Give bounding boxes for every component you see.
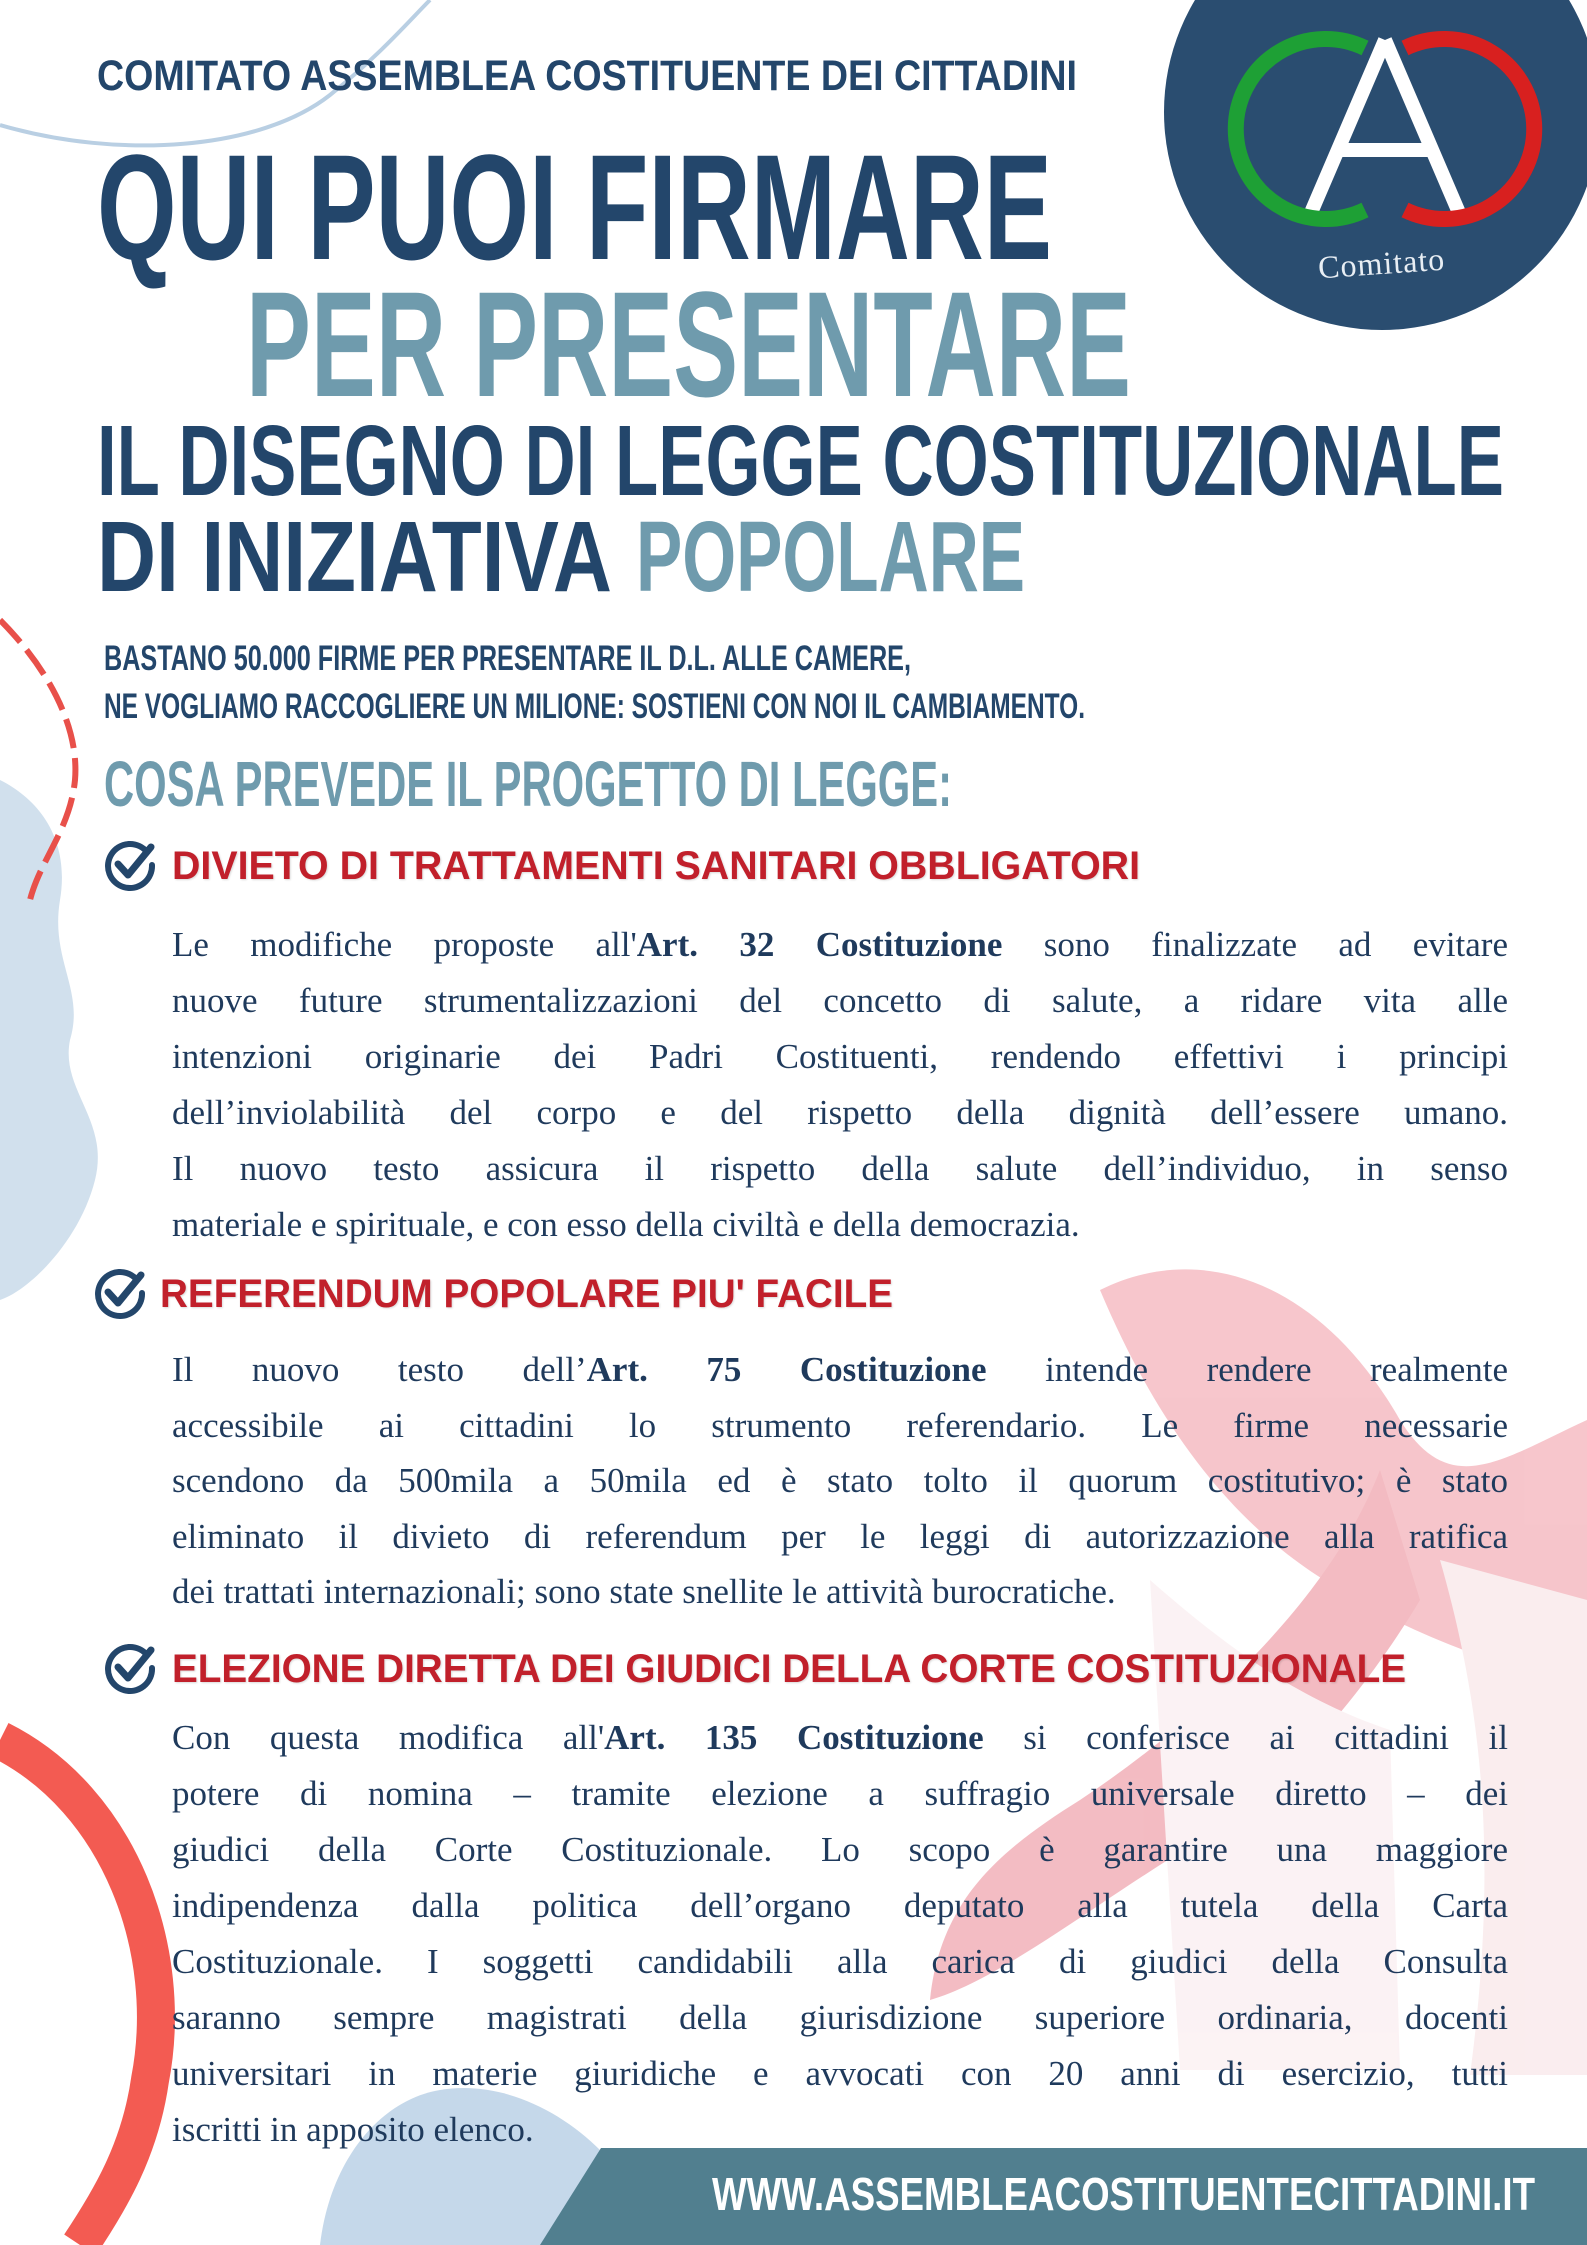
text-segment: universitari in materie giuridiche e avv… [172,2054,1508,2093]
section-title: COSA PREVEDE IL PROGETTO DI LEGGE: [104,748,952,820]
paragraph-line: dell’inviolabilità del corpo e del rispe… [172,1085,1508,1141]
paragraph-line: scendono da 500mila a 50mila ed è stato … [172,1453,1508,1509]
ribbon-bow-decoration [930,1269,1587,2075]
section-paragraph: Le modifiche proposte all'Art. 32 Costit… [172,917,1508,1253]
red-thin-ribbon [0,617,79,901]
section-paragraph: Con questa modifica all'Art. 135 Costitu… [172,1710,1508,2158]
paragraph-line: Le modifiche proposte all'Art. 32 Costit… [172,917,1508,973]
text-segment: potere di nomina – tramite elezione a su… [172,1774,1508,1813]
section-heading: ELEZIONE DIRETTA DEI GIUDICI DELLA CORTE… [172,1647,1406,1691]
paragraph-line: Il nuovo testo assicura il rispetto dell… [172,1141,1508,1197]
text-segment: iscritti in apposito elenco. [172,2110,534,2149]
text-segment: si conferisce ai cittadini il [983,1718,1508,1757]
check-circle-icon [95,1269,146,1319]
text-segment: Il nuovo testo dell’ [172,1350,587,1389]
paragraph-line: dei trattati internazionali; sono state … [172,1564,1508,1620]
blue-blob-left [0,780,98,1300]
title-line-4a: DI INIZIATIVA [97,501,612,613]
article-reference: Art. 135 Costituzione [604,1718,984,1757]
paragraph-line: materiale e spirituale, e con esso della… [172,1197,1508,1253]
paragraph-line: iscritti in apposito elenco. [172,2102,1508,2158]
paragraph-line: indipendenza dalla politica dell’organo … [172,1878,1508,1934]
blue-blob-bottom [320,2088,620,2245]
logo-ac-monogram [1227,31,1543,227]
text-segment: intenzioni originarie dei Padri Costitue… [172,1037,1508,1076]
blue-curve-decoration [0,0,432,148]
text-segment: Con questa modifica all' [172,1718,605,1757]
text-segment: dell’inviolabilità del corpo e del rispe… [172,1093,1508,1132]
text-segment: accessibile ai cittadini lo strumento re… [172,1405,1508,1445]
check-circle-icon [105,1644,156,1694]
title-line-1: QUI PUOI FIRMARE [97,123,1052,291]
paragraph-line: nuove future strumentalizzazioni del con… [172,973,1508,1029]
text-segment: Il nuovo testo assicura il rispetto dell… [172,1149,1508,1188]
text-segment: Le modifiche proposte all' [172,925,637,964]
check-circle-icon [105,841,156,891]
intro-line-2: NE VOGLIAMO RACCOGLIERE UN MILIONE: SOST… [104,687,1085,726]
paragraph-line: intenzioni originarie dei Padri Costitue… [172,1029,1508,1085]
paragraph-line: Con questa modifica all'Art. 135 Costitu… [172,1710,1508,1766]
text-segment: nuove future strumentalizzazioni del con… [172,981,1508,1020]
section-paragraph: Il nuovo testo dell’Art. 75 Costituzione… [172,1342,1508,1620]
logo-badge [1164,0,1587,330]
paragraph-line: giudici della Corte Costituzionale. Lo s… [172,1822,1508,1878]
text-segment: Costituzionale. I soggetti candidabili a… [172,1942,1508,1981]
paragraph-line: potere di nomina – tramite elezione a su… [172,1766,1508,1822]
text-segment: scendono da 500mila a 50mila ed è stato … [172,1461,1508,1500]
text-segment: intende rendere realmente [986,1350,1508,1389]
red-arc-decoration [0,1723,175,2245]
text-segment: eliminato il divieto di referendum per l… [172,1516,1508,1556]
footer-banner [540,2148,1587,2245]
text-segment: sono finalizzate ad evitare [1002,925,1508,964]
title-line-4b: POPOLARE [636,501,1025,613]
paragraph-line: saranno sempre magistrati della giurisdi… [172,1990,1508,2046]
title-line-2: PER PRESENTARE [246,260,1131,428]
text-segment: dei trattati internazionali; sono state … [172,1572,1116,1611]
text-segment: saranno sempre magistrati della giurisdi… [172,1998,1508,2037]
article-reference: Art. 75 Costituzione [586,1350,987,1389]
section-heading: DIVIETO DI TRATTAMENTI SANITARI OBBLIGAT… [172,844,1140,888]
title-line-3: IL DISEGNO DI LEGGE COSTITUZIONALE [97,405,1504,517]
paragraph-line: Costituzionale. I soggetti candidabili a… [172,1934,1508,1990]
intro-line-1: BASTANO 50.000 FIRME PER PRESENTARE IL D… [104,639,911,678]
paragraph-line: accessibile ai cittadini lo strumento re… [172,1398,1508,1454]
paragraph-line: eliminato il divieto di referendum per l… [172,1509,1508,1565]
paragraph-line: Il nuovo testo dell’Art. 75 Costituzione… [172,1342,1508,1398]
article-reference: Art. 32 Costituzione [636,925,1003,964]
text-segment: indipendenza dalla politica dell’organo … [172,1886,1508,1925]
text-segment: materiale e spirituale, e con esso della… [172,1205,1080,1244]
website-link[interactable]: WWW.ASSEMBLEACOSTITUENTECITTADINI.IT [712,2168,1535,2220]
text-segment: giudici della Corte Costituzionale. Lo s… [172,1830,1508,1869]
paragraph-line: universitari in materie giuridiche e avv… [172,2046,1508,2102]
organization-name: COMITATO ASSEMBLEA COSTITUENTE DEI CITTA… [97,52,1077,100]
section-heading: REFERENDUM POPOLARE PIU' FACILE [160,1272,893,1316]
